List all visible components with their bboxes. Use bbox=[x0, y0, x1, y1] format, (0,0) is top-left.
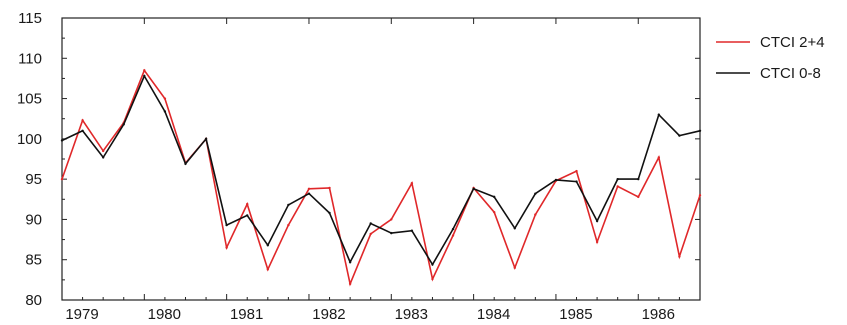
data-point-ctci-2-4-19 bbox=[452, 234, 454, 236]
data-point-ctci-2-4-8 bbox=[225, 246, 227, 248]
y-tick-label-115: 115 bbox=[18, 10, 42, 27]
y-tick-label-85: 85 bbox=[25, 252, 42, 269]
data-point-ctci-0-8-29 bbox=[658, 113, 660, 115]
data-point-ctci-2-4-17 bbox=[411, 182, 413, 184]
data-point-ctci-0-8-13 bbox=[328, 212, 330, 214]
legend-label-ctci-0-8: CTCI 0-8 bbox=[760, 65, 821, 82]
data-point-ctci-0-8-7 bbox=[205, 138, 207, 140]
data-point-ctci-0-8-27 bbox=[616, 178, 618, 180]
data-point-ctci-2-4-14 bbox=[349, 283, 351, 285]
data-point-ctci-0-8-10 bbox=[267, 244, 269, 246]
data-point-ctci-0-8-23 bbox=[534, 192, 536, 194]
data-point-ctci-0-8-30 bbox=[678, 134, 680, 136]
plot-frame bbox=[62, 18, 700, 300]
data-point-ctci-0-8-18 bbox=[431, 263, 433, 265]
legend-label-ctci-2-4: CTCI 2+4 bbox=[760, 34, 825, 51]
axes bbox=[62, 18, 700, 300]
data-point-ctci-0-8-20 bbox=[472, 188, 474, 190]
data-point-ctci-0-8-12 bbox=[308, 192, 310, 194]
data-point-ctci-2-4-18 bbox=[431, 278, 433, 280]
data-point-ctci-2-4-30 bbox=[678, 255, 680, 257]
data-point-ctci-0-8-15 bbox=[370, 222, 372, 224]
y-tick-label-95: 95 bbox=[25, 171, 42, 188]
data-point-ctci-2-4-11 bbox=[287, 224, 289, 226]
y-tick-label-110: 110 bbox=[18, 50, 42, 67]
data-point-ctci-0-8-0 bbox=[61, 139, 63, 141]
data-point-ctci-2-4-28 bbox=[637, 196, 639, 198]
x-tick-label-1982: 1982 bbox=[312, 306, 345, 323]
data-point-ctci-2-4-29 bbox=[658, 156, 660, 158]
y-tick-label-105: 105 bbox=[17, 91, 42, 108]
data-point-ctci-0-8-3 bbox=[123, 123, 125, 125]
data-point-ctci-0-8-2 bbox=[102, 156, 104, 158]
data-point-ctci-0-8-25 bbox=[575, 180, 577, 182]
data-point-ctci-0-8-6 bbox=[184, 163, 186, 165]
series-lines bbox=[61, 69, 701, 285]
data-point-ctci-0-8-31 bbox=[699, 130, 701, 132]
x-tick-label-1980: 1980 bbox=[148, 306, 181, 323]
x-tick-label-1984: 1984 bbox=[477, 306, 510, 323]
data-point-ctci-0-8-21 bbox=[493, 196, 495, 198]
data-point-ctci-2-4-10 bbox=[267, 268, 269, 270]
data-point-ctci-0-8-24 bbox=[555, 179, 557, 181]
data-point-ctci-2-4-5 bbox=[164, 97, 166, 99]
data-point-ctci-0-8-8 bbox=[225, 224, 227, 226]
series-line-ctci-2-4 bbox=[62, 70, 700, 284]
data-point-ctci-0-8-16 bbox=[390, 232, 392, 234]
x-tick-label-1986: 1986 bbox=[642, 306, 675, 323]
data-point-ctci-2-4-21 bbox=[493, 211, 495, 213]
y-tick-label-80: 80 bbox=[25, 292, 42, 309]
data-point-ctci-0-8-4 bbox=[143, 75, 145, 77]
data-point-ctci-0-8-14 bbox=[349, 261, 351, 263]
x-tick-label-1983: 1983 bbox=[395, 306, 428, 323]
y-tick-label-100: 100 bbox=[17, 131, 42, 148]
x-tick-label-1979: 1979 bbox=[65, 306, 98, 323]
data-point-ctci-2-4-4 bbox=[143, 69, 145, 71]
y-tick-label-90: 90 bbox=[25, 211, 42, 228]
data-point-ctci-2-4-0 bbox=[61, 178, 63, 180]
data-point-ctci-2-4-15 bbox=[370, 233, 372, 235]
x-tick-label-1985: 1985 bbox=[559, 306, 592, 323]
data-point-ctci-0-8-17 bbox=[411, 230, 413, 232]
data-point-ctci-2-4-25 bbox=[575, 170, 577, 172]
data-point-ctci-0-8-28 bbox=[637, 178, 639, 180]
data-point-ctci-2-4-2 bbox=[102, 150, 104, 152]
data-point-ctci-0-8-22 bbox=[514, 227, 516, 229]
data-point-ctci-0-8-9 bbox=[246, 214, 248, 216]
series-line-ctci-0-8 bbox=[62, 76, 700, 265]
x-axis-ticks: 1979 1980 1981 1982 1983 1984 1985 1986 bbox=[62, 18, 700, 323]
data-point-ctci-2-4-12 bbox=[308, 188, 310, 190]
data-point-ctci-0-8-19 bbox=[452, 228, 454, 230]
data-point-ctci-2-4-26 bbox=[596, 241, 598, 243]
data-point-ctci-2-4-23 bbox=[534, 213, 536, 215]
data-point-ctci-2-4-16 bbox=[390, 218, 392, 220]
data-point-ctci-2-4-31 bbox=[699, 194, 701, 196]
legend: CTCI 2+4 CTCI 0-8 bbox=[716, 34, 825, 82]
data-point-ctci-2-4-27 bbox=[616, 185, 618, 187]
data-point-ctci-0-8-5 bbox=[164, 110, 166, 112]
data-point-ctci-0-8-1 bbox=[81, 130, 83, 132]
data-point-ctci-2-4-1 bbox=[81, 119, 83, 121]
data-point-ctci-0-8-11 bbox=[287, 204, 289, 206]
data-point-ctci-2-4-13 bbox=[328, 187, 330, 189]
x-tick-label-1981: 1981 bbox=[230, 306, 263, 323]
data-point-ctci-0-8-26 bbox=[596, 220, 598, 222]
data-point-ctci-2-4-22 bbox=[514, 267, 516, 269]
data-point-ctci-2-4-9 bbox=[246, 203, 248, 205]
